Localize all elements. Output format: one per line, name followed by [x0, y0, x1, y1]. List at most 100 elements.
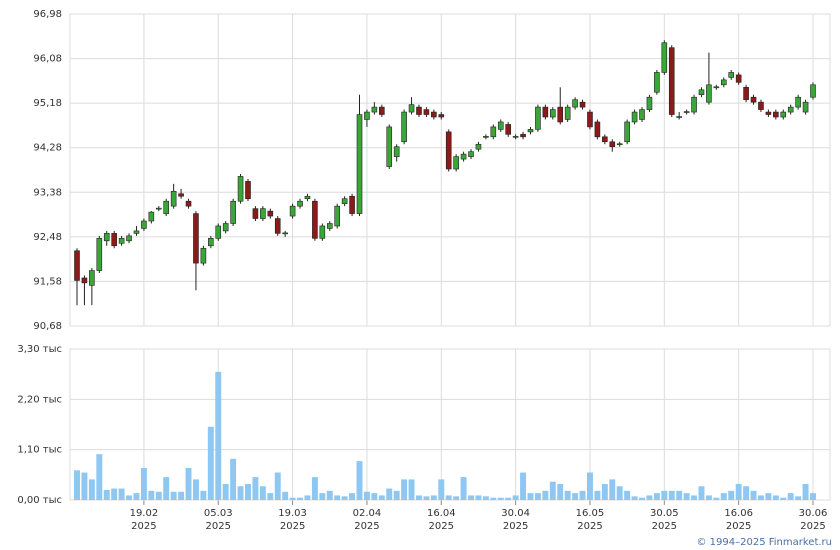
- candle-body: [230, 200, 236, 224]
- candle-body: [527, 129, 534, 133]
- candle-body: [594, 121, 601, 138]
- volume-bar: [178, 491, 185, 500]
- candle-body: [661, 42, 668, 73]
- candle-body: [535, 106, 541, 130]
- volume-bar: [757, 495, 764, 500]
- candle-body: [460, 153, 467, 160]
- volume-bar: [103, 489, 110, 500]
- volume-bar: [185, 467, 192, 500]
- candle-body: [795, 96, 801, 108]
- candle-body: [810, 84, 816, 98]
- x-tick-label: 30.05: [650, 508, 679, 519]
- volume-bar: [371, 493, 378, 500]
- volume-bar: [653, 493, 660, 500]
- candle-body: [96, 238, 103, 271]
- price-panel: [69, 13, 831, 327]
- volume-bar: [743, 486, 750, 500]
- x-tick-label: 05.03: [204, 508, 233, 519]
- candle-body: [468, 151, 474, 157]
- volume-bar: [468, 495, 474, 500]
- volume-bar: [772, 495, 779, 500]
- x-tick-label: 2025: [354, 521, 379, 532]
- volume-bar: [445, 495, 452, 500]
- candle-body: [401, 111, 407, 143]
- candle-body: [237, 176, 244, 202]
- volume-bar: [304, 495, 311, 500]
- volume-bar: [564, 490, 571, 500]
- candle-body: [787, 106, 794, 113]
- volume-bar: [74, 470, 80, 500]
- candle-body: [587, 111, 593, 128]
- volume-bar: [713, 497, 720, 500]
- volume-bar: [245, 483, 251, 500]
- x-tick-label: 2025: [577, 521, 602, 532]
- volume-bar: [795, 496, 802, 500]
- candle-body: [341, 198, 348, 204]
- volume-bar: [96, 454, 103, 500]
- volume-bar: [787, 493, 794, 500]
- candle-body: [141, 220, 147, 229]
- candle-body: [512, 136, 519, 138]
- x-tick-label: 16.06: [724, 508, 753, 519]
- candle-body: [282, 232, 288, 235]
- volume-bar: [557, 483, 564, 500]
- candle-body: [773, 111, 779, 118]
- candle-body: [758, 101, 764, 110]
- x-tick-label: 19.03: [278, 508, 307, 519]
- volume-bar: [728, 490, 735, 500]
- volume-bar: [676, 490, 683, 500]
- candle-body: [735, 74, 742, 83]
- volume-bar: [460, 477, 467, 500]
- volume-bar: [311, 477, 318, 500]
- candle-body: [356, 114, 363, 214]
- y-tick-label: 91,58: [33, 276, 62, 287]
- volume-bar: [810, 493, 816, 500]
- volume-bar: [430, 495, 437, 500]
- y-tick-label: 3,30 тыс: [17, 344, 62, 355]
- candle-body: [505, 124, 511, 135]
- volume-bar: [319, 493, 326, 500]
- candle-body: [713, 86, 720, 89]
- candle-body: [497, 121, 504, 130]
- candle-body: [334, 205, 341, 227]
- volume-bar: [386, 488, 393, 500]
- volume-bar: [222, 483, 229, 500]
- candle-body: [445, 131, 452, 170]
- volume-bar: [586, 472, 593, 500]
- candle-body: [326, 223, 333, 229]
- candle-body: [304, 195, 311, 200]
- volume-bar: [691, 495, 698, 500]
- volume-bar: [683, 493, 690, 500]
- volume-bar: [297, 497, 304, 500]
- volume-bar: [720, 493, 727, 500]
- candle-body: [691, 96, 697, 113]
- candle-body: [319, 225, 326, 239]
- candle-body: [743, 86, 749, 100]
- candle-body: [148, 211, 155, 222]
- volume-bar: [512, 495, 519, 500]
- x-tick-label: 19.02: [130, 508, 159, 519]
- volume-bar: [765, 493, 772, 500]
- x-tick-label: 2025: [280, 521, 305, 532]
- volume-bar: [378, 495, 385, 500]
- volume-bar: [289, 497, 296, 500]
- volume-bar: [200, 490, 207, 500]
- candle-body: [89, 270, 95, 286]
- candle-body: [208, 238, 214, 247]
- volume-bar: [401, 479, 408, 500]
- candle-body: [222, 223, 229, 232]
- candle-body: [379, 106, 385, 115]
- candle-body: [245, 181, 251, 200]
- y-tick-label: 2,20 тыс: [17, 394, 62, 405]
- volume-bar: [735, 483, 742, 500]
- candle-body: [81, 277, 88, 284]
- volume-bar: [497, 497, 504, 500]
- candle-body: [103, 233, 110, 242]
- candle-body: [750, 96, 757, 103]
- candle-body: [765, 111, 772, 115]
- candle-body: [720, 79, 727, 86]
- candle-body: [572, 99, 578, 108]
- candle-body: [520, 134, 526, 138]
- volume-bar: [416, 495, 422, 500]
- candle-body: [423, 109, 430, 115]
